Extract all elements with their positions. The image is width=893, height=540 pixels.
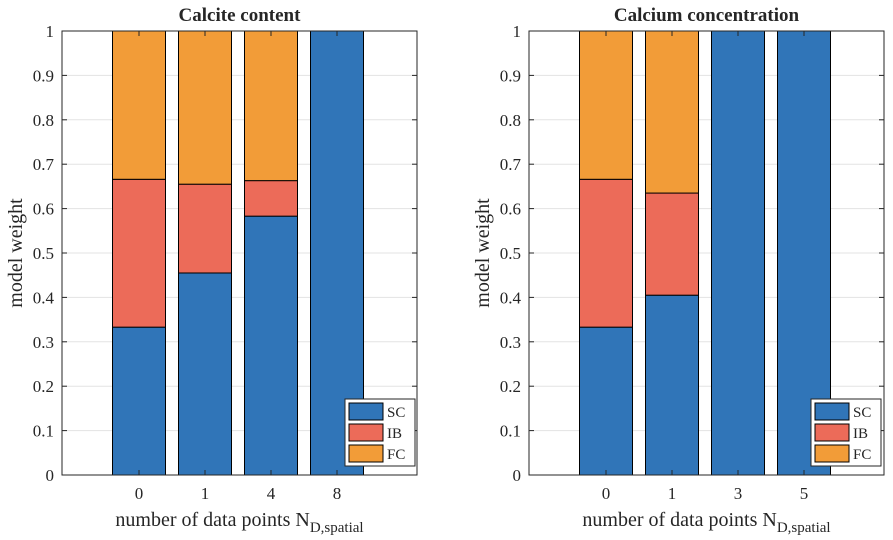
bar-ib-1 [645,192,699,296]
y-tick-label: 0.1 [500,422,521,441]
y-axis-label: model weight [5,198,27,308]
legend-swatch-fc [814,444,850,463]
chart-title: Calcium concentration [614,5,800,26]
chart-2: 0 0.1 0.2 0.3 0.4 0.5 0.6 0.7 0.8 0.9 1 0 1 3 5 Calcium… [472,5,885,536]
y-tick-label: 0.6 [500,200,521,219]
axes-box [61,30,418,476]
legend-label-sc: SC [387,405,405,421]
y-tick-label: 0.5 [33,244,54,263]
legend: SC IB FC [810,398,882,467]
legend-label-fc: FC [387,447,405,463]
x-tick-label: 8 [333,484,342,503]
legend-swatch-ib [348,423,384,442]
y-tick-label: 0.3 [500,333,521,352]
bar-sc-1 [178,272,232,476]
bar-ib-0 [112,178,166,328]
y-tick-label: 0.2 [33,377,54,396]
y-tick-label: 0.8 [500,111,521,130]
legend-swatch-sc [814,402,850,421]
bar-fc-0 [112,30,166,180]
bar-sc-0 [112,326,166,476]
bar-sc-3 [711,30,765,476]
x-axis-label: number of data points ND,spatial [115,509,363,536]
y-tick-label: 1 [46,22,55,41]
legend-swatch-ib [814,423,850,442]
y-tick-label: 0.8 [33,111,54,130]
bar-sc-1 [645,294,699,476]
y-tick-label: 0.6 [33,200,54,219]
legend-label-sc: SC [853,405,871,421]
x-tick-label: 4 [267,484,276,503]
bar-fc-0 [579,30,633,180]
x-tick-label: 1 [201,484,210,503]
axes-box [528,30,885,476]
bar-sc-4 [244,215,298,476]
y-tick-label: 0.7 [500,155,522,174]
y-tick-label: 0.7 [33,155,55,174]
bar-fc-4 [244,30,298,182]
y-tick-label: 0.2 [500,377,521,396]
chart-1: 0 0.1 0.2 0.3 0.4 0.5 0.6 0.7 0.8 0.9 1 0 1 4 8 Calcite… [5,5,418,536]
legend: SC IB FC [344,398,416,467]
x-tick-label: 1 [668,484,677,503]
bar-ib-4 [244,180,298,217]
bar-fc-1 [645,30,699,194]
y-axis-label: model weight [472,198,494,308]
legend-swatch-sc [348,402,384,421]
bar-ib-0 [579,178,633,328]
y-tick-label: 0.4 [500,288,522,307]
legend-label-ib: IB [387,426,402,442]
y-tick-label: 0 [513,466,522,485]
bar-fc-1 [178,30,232,185]
y-tick-label: 1 [513,22,522,41]
legend-label-fc: FC [853,447,871,463]
x-tick-label: 3 [734,484,743,503]
y-tick-label: 0.9 [500,66,521,85]
y-tick-label: 0 [46,466,55,485]
y-tick-label: 0.5 [500,244,521,263]
bar-sc-0 [579,326,633,476]
y-tick-label: 0.4 [33,288,55,307]
legend-label-ib: IB [853,426,868,442]
x-tick-label: 5 [800,484,809,503]
x-tick-label: 0 [135,484,144,503]
y-tick-label: 0.1 [33,422,54,441]
y-tick-label: 0.3 [33,333,54,352]
legend-swatch-fc [348,444,384,463]
x-axis-label: number of data points ND,spatial [582,509,830,536]
chart-title: Calcite content [179,5,302,26]
bar-ib-1 [178,183,232,274]
x-tick-label: 0 [602,484,611,503]
y-tick-label: 0.9 [33,66,54,85]
